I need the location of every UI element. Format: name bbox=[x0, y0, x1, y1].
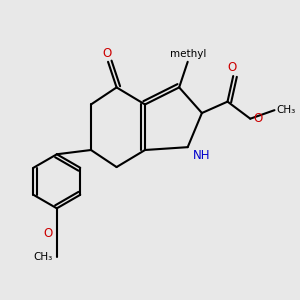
Text: O: O bbox=[227, 61, 236, 74]
Text: CH₃: CH₃ bbox=[277, 105, 296, 115]
Text: O: O bbox=[102, 46, 111, 59]
Text: methyl: methyl bbox=[169, 49, 206, 59]
Text: NH: NH bbox=[193, 149, 210, 162]
Text: O: O bbox=[43, 227, 52, 240]
Text: O: O bbox=[254, 112, 263, 125]
Text: CH₃: CH₃ bbox=[33, 252, 52, 262]
